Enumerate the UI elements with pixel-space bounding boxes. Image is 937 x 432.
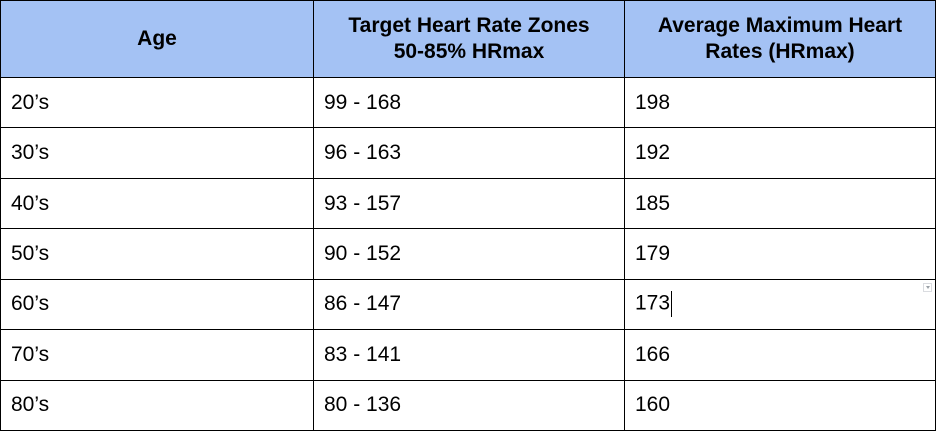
zone-cell[interactable]: 93 - 157	[313, 177, 625, 230]
text-cursor	[671, 291, 673, 318]
age-cell[interactable]: 50’s	[0, 228, 314, 280]
header-cell-target-zones[interactable]: Target Heart Rate Zones 50-85% HRmax	[313, 0, 625, 78]
header-age-label: Age	[137, 27, 177, 50]
max-cell[interactable]: 185	[624, 177, 936, 230]
header-zones-line-2: 50-85% HRmax	[393, 40, 545, 63]
age-cell[interactable]: 20’s	[0, 76, 314, 129]
age-cell[interactable]: 70’s	[0, 329, 314, 381]
header-zones-line-1: Target Heart Rate Zones	[348, 14, 590, 37]
max-cell-active[interactable]: 173	[624, 278, 936, 331]
age-cell[interactable]: 40’s	[0, 177, 314, 230]
zone-cell[interactable]: 80 - 136	[313, 379, 625, 432]
max-cell-value: 173	[635, 291, 671, 315]
chevron-down-icon[interactable]	[923, 282, 932, 292]
table-row: 80’s 80 - 136 160	[0, 379, 936, 432]
max-cell[interactable]: 198	[624, 76, 936, 129]
header-max-line-1: Average Maximum Heart	[657, 14, 903, 37]
max-cell[interactable]: 166	[624, 329, 936, 381]
header-cell-age[interactable]: Age	[0, 0, 314, 78]
max-cell[interactable]: 160	[624, 379, 936, 432]
age-cell[interactable]: 30’s	[0, 127, 314, 179]
max-cell[interactable]: 192	[624, 127, 936, 179]
age-cell[interactable]: 80’s	[0, 379, 314, 432]
table-row: 30’s 96 - 163 192	[0, 127, 936, 179]
header-row: Age Target Heart Rate Zones 50-85% HRmax…	[0, 0, 936, 78]
age-cell[interactable]: 60’s	[0, 278, 314, 331]
table-row: 20’s 99 - 168 198	[0, 76, 936, 129]
header-max-line-2: Rates (HRmax)	[705, 40, 855, 63]
zone-cell[interactable]: 86 - 147	[313, 278, 625, 331]
table-row: 40’s 93 - 157 185	[0, 177, 936, 230]
table-row: 50’s 90 - 152 179	[0, 228, 936, 280]
zone-cell[interactable]: 83 - 141	[313, 329, 625, 381]
table-row: 60’s 86 - 147 173	[0, 278, 936, 331]
header-cell-max-heart-rate[interactable]: Average Maximum Heart Rates (HRmax)	[624, 0, 936, 78]
max-cell[interactable]: 179	[624, 228, 936, 280]
table-row: 70’s 83 - 141 166	[0, 329, 936, 381]
zone-cell[interactable]: 99 - 168	[313, 76, 625, 129]
zone-cell[interactable]: 90 - 152	[313, 228, 625, 280]
zone-cell[interactable]: 96 - 163	[313, 127, 625, 179]
